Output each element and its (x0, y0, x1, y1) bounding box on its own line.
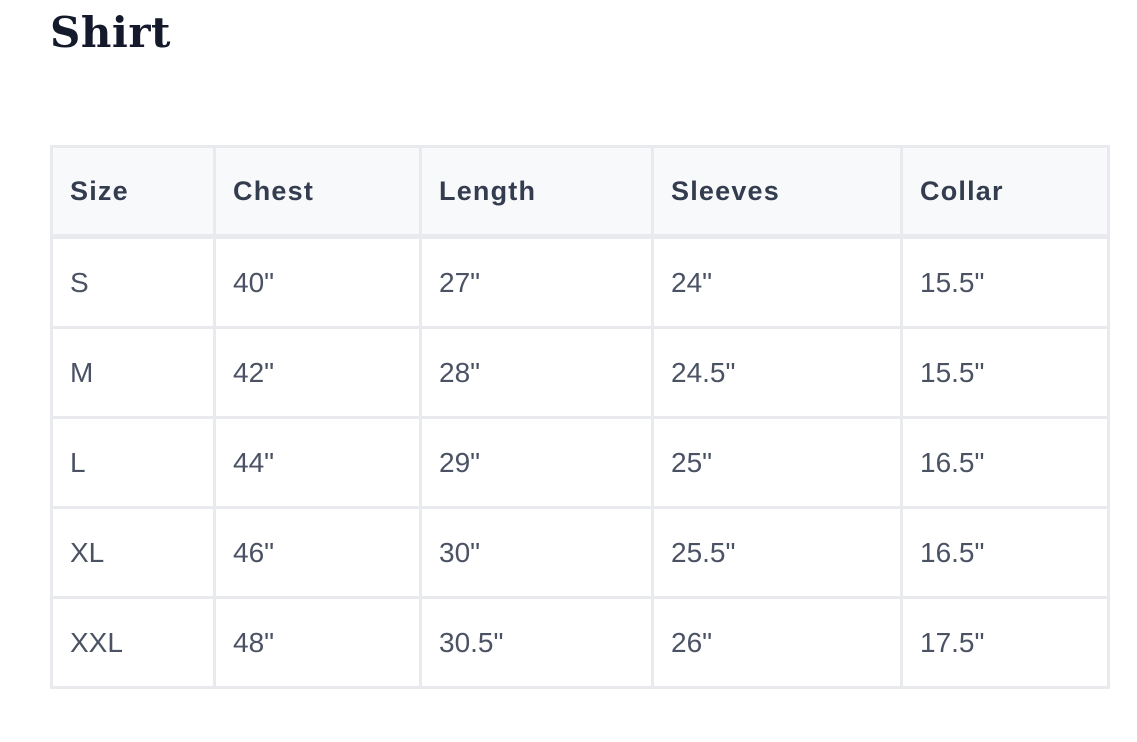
column-header-chest: Chest (213, 145, 422, 239)
table-row: XL 46" 30" 25.5" 16.5" (50, 506, 1110, 599)
table-cell: S (50, 235, 216, 329)
table-cell: 28" (419, 326, 654, 419)
table-cell: 46" (213, 506, 422, 599)
table-row: XXL 48" 30.5" 26" 17.5" (50, 596, 1110, 689)
table-row: L 44" 29" 25" 16.5" (50, 416, 1110, 509)
table-cell: 29" (419, 416, 654, 509)
table-cell: 24" (651, 235, 903, 329)
table-cell: 24.5" (651, 326, 903, 419)
table-cell: L (50, 416, 216, 509)
table-cell: 25" (651, 416, 903, 509)
table-cell: 40" (213, 235, 422, 329)
table-cell: 44" (213, 416, 422, 509)
table-cell: XL (50, 506, 216, 599)
table-row: M 42" 28" 24.5" 15.5" (50, 326, 1110, 419)
column-header-length: Length (419, 145, 654, 239)
table-cell: 26" (651, 596, 903, 689)
table-cell: 15.5" (900, 326, 1110, 419)
table-cell: XXL (50, 596, 216, 689)
table-header-row: Size Chest Length Sleeves Collar (50, 145, 1110, 239)
column-header-sleeves: Sleeves (651, 145, 903, 239)
table-cell: 30.5" (419, 596, 654, 689)
table-cell: 42" (213, 326, 422, 419)
size-chart-table: Size Chest Length Sleeves Collar S 40" 27" 24" 1… (50, 145, 1110, 689)
column-header-size: Size (50, 145, 216, 239)
table-cell: 27" (419, 235, 654, 329)
table-cell: 30" (419, 506, 654, 599)
table-cell: 25.5" (651, 506, 903, 599)
table-cell: 15.5" (900, 235, 1110, 329)
table-cell: 48" (213, 596, 422, 689)
table-cell: M (50, 326, 216, 419)
table-cell: 16.5" (900, 506, 1110, 599)
page-title: Shirt (50, 8, 171, 57)
table-row: S 40" 27" 24" 15.5" (50, 235, 1110, 329)
column-header-collar: Collar (900, 145, 1110, 239)
table-cell: 17.5" (900, 596, 1110, 689)
table-cell: 16.5" (900, 416, 1110, 509)
